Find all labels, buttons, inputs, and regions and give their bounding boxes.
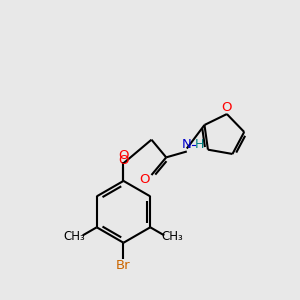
- Text: O: O: [118, 154, 129, 167]
- Text: Br: Br: [116, 259, 131, 272]
- Text: O: O: [118, 149, 129, 162]
- Text: CH₃: CH₃: [162, 230, 183, 243]
- Text: CH₃: CH₃: [64, 230, 85, 243]
- Text: H: H: [194, 139, 204, 152]
- Text: O: O: [222, 101, 232, 114]
- Text: N: N: [182, 139, 192, 152]
- Text: O: O: [140, 173, 150, 186]
